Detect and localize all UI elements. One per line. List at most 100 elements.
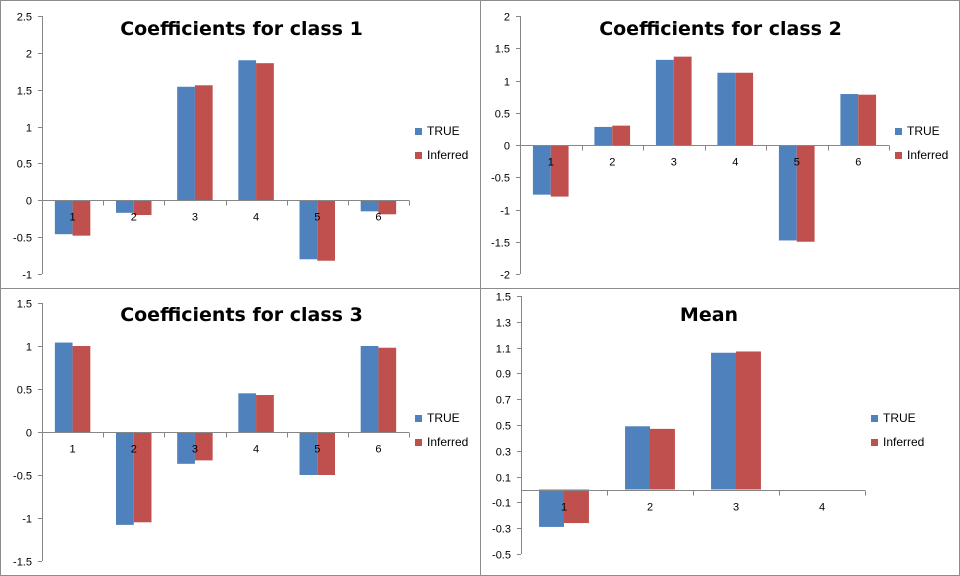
bar-chart-svg: Coefficients for class 2 2 1.5 1 0.5 0 -0.5 -1 -… [491, 12, 948, 282]
chart-panel-class-1: Coefficients for class 1 2.5 2 1.5 1 0.5 0 -0.5… [0, 0, 481, 289]
y-tick-label: 1.5 [17, 299, 32, 311]
bar-true-5 [778, 145, 797, 241]
legend-label: TRUE [427, 411, 460, 425]
y-tick-label: 1.5 [495, 44, 510, 56]
bar-inferred-6 [858, 94, 877, 145]
bar-inferred-1 [72, 200, 91, 236]
y-tick-label: 0.7 [496, 395, 511, 407]
y-tick-label: 0 [504, 141, 510, 153]
y-tick-label: -0.3 [492, 524, 511, 536]
y-tick-label: -2 [500, 270, 510, 282]
bar-true-2 [116, 200, 134, 213]
bar-inferred-3 [736, 351, 761, 490]
y-tick-label: -0.5 [13, 471, 32, 483]
y-tick-label: 0 [26, 196, 32, 208]
bar-true-4 [238, 393, 257, 432]
x-tick-label: 6 [375, 444, 381, 456]
bar-chart-svg: Coefficients for class 1 2.5 2 1.5 1 0.5 0 -0.5… [13, 12, 468, 282]
bar-true-1 [54, 342, 73, 432]
y-tick-label: -1.5 [13, 557, 32, 569]
bar-inferred-3 [673, 56, 692, 146]
y-tick-label: 1.1 [496, 344, 511, 356]
y-tick-label: 1 [26, 123, 32, 135]
y-tick-label: 0.9 [496, 369, 511, 381]
y-tick-label: -0.5 [491, 173, 510, 185]
bar-inferred-2 [612, 125, 631, 145]
x-tick-label: 1 [70, 212, 76, 224]
bar-inferred-1 [72, 346, 91, 432]
x-tick-label: 1 [70, 444, 76, 456]
chart-panel-class-3: Coefficients for class 3 1.5 1 0.5 0 -0.5 -1 -1… [0, 288, 481, 576]
chart-title: Coefficients for class 3 [120, 304, 363, 326]
bar-inferred-6 [378, 200, 397, 215]
legend-swatch [415, 439, 422, 446]
y-tick-label: -0.5 [13, 233, 32, 245]
y-tick-label: -1.5 [491, 238, 510, 250]
bar-true-6 [840, 94, 859, 145]
bar-inferred-3 [194, 85, 213, 201]
bar-true-6 [360, 200, 379, 212]
x-tick-label: 2 [131, 444, 137, 456]
y-tick-label: 2 [504, 12, 510, 24]
bar-true-2 [116, 432, 134, 525]
x-tick-label: 3 [671, 157, 677, 169]
bar-inferred-4 [735, 72, 754, 145]
x-tick-label: 4 [253, 444, 259, 456]
chart-title: Mean [680, 304, 738, 326]
legend-label: TRUE [907, 124, 940, 138]
chart-panel-mean: Mean 1.5 1.3 1.1 0.9 0.7 0.5 0.3 0.1 -0.1 -0.3 -0.5… [480, 288, 960, 576]
legend-swatch [871, 415, 878, 422]
bar-inferred-2 [133, 200, 152, 216]
chart-title: Coefficients for class 1 [120, 18, 363, 40]
bar-inferred-5 [317, 200, 335, 261]
x-tick-label: 2 [647, 502, 653, 514]
bar-true-3 [655, 59, 674, 145]
x-tick-label: 5 [314, 212, 320, 224]
chart-panel-class-2: Coefficients for class 2 2 1.5 1 0.5 0 -0.5 -1 -… [480, 0, 960, 289]
y-tick-label: -1 [500, 206, 510, 218]
bar-true-4 [717, 72, 736, 145]
legend-swatch [871, 439, 878, 446]
legend-label: Inferred [427, 148, 468, 162]
x-tick-label: 3 [192, 444, 198, 456]
bar-inferred-1 [550, 145, 569, 197]
x-tick-label: 4 [253, 212, 259, 224]
bar-true-1 [532, 145, 551, 195]
x-tick-label: 2 [609, 157, 615, 169]
bar-inferred-6 [378, 347, 397, 432]
bar-true-5 [299, 432, 318, 475]
x-tick-label: 1 [548, 157, 554, 169]
legend-label: TRUE [883, 411, 916, 425]
bar-inferred-3 [194, 432, 213, 461]
bar-true-5 [299, 200, 318, 260]
bar-true-2 [594, 126, 613, 145]
bar-true-1 [54, 200, 73, 235]
y-tick-label: -0.5 [492, 550, 511, 562]
bar-chart-svg: Coefficients for class 3 1.5 1 0.5 0 -0.5 -1 -1… [13, 299, 468, 569]
y-tick-label: 2.5 [17, 12, 32, 24]
y-tick-label: 0.3 [496, 447, 511, 459]
y-tick-label: 0.5 [17, 385, 32, 397]
y-tick-label: 1 [504, 77, 510, 89]
legend-label: TRUE [427, 124, 460, 138]
y-tick-label: 0.1 [496, 473, 511, 485]
x-tick-label: 4 [732, 157, 738, 169]
legend-label: Inferred [883, 435, 924, 449]
chart-title: Coefficients for class 2 [599, 18, 842, 40]
x-tick-label: 1 [561, 502, 567, 514]
legend-swatch [895, 152, 902, 159]
y-tick-label: 1 [26, 342, 32, 354]
y-tick-label: 0.5 [495, 109, 510, 121]
x-tick-label: 3 [733, 502, 739, 514]
y-tick-label: 0.5 [496, 421, 511, 433]
bar-chart-svg: Mean 1.5 1.3 1.1 0.9 0.7 0.5 0.3 0.1 -0.1 -0.3 -0.5… [492, 292, 924, 562]
bar-inferred-2 [650, 428, 675, 490]
y-tick-label: 1.3 [496, 318, 511, 330]
x-tick-label: 6 [375, 212, 381, 224]
bar-inferred-4 [256, 63, 274, 201]
bar-true-3 [711, 352, 736, 490]
x-tick-label: 5 [314, 444, 320, 456]
y-tick-label: 0 [26, 428, 32, 440]
x-tick-label: 3 [192, 212, 198, 224]
